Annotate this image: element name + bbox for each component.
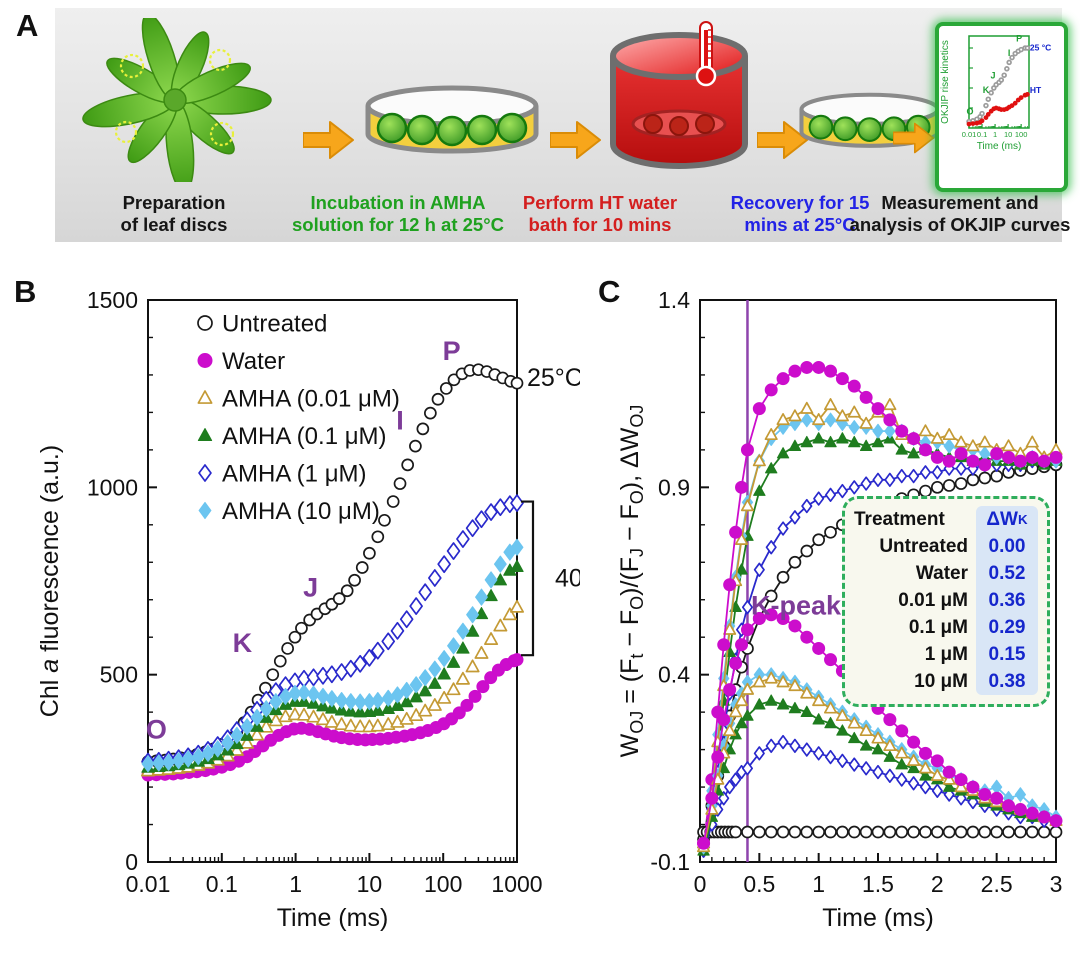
legend-label: AMHA (10 μM) [222,498,380,525]
okjip-inset-chart: 0.01 0.1 1 10 100 Time (ms) OKJIP rise kinetic… [935,22,1068,192]
table-row: 1 μM 0.15 [854,641,1038,668]
series-dWOJ-untreated [697,825,1063,839]
annotation-o: O [967,106,974,116]
panel-b-label: B [14,274,37,309]
caption-measurement: Measurement and analysis of OKJIP curves [849,192,1071,235]
svg-text:-0.1: -0.1 [650,849,690,875]
arrow-right-icon [757,121,808,159]
svg-text:10: 10 [357,871,383,897]
petri-dish-incubation-icon [365,85,539,154]
caption-preparation: Preparation of leaf discs [120,192,228,235]
svg-text:0.01: 0.01 [962,130,977,139]
svg-text:1.5: 1.5 [862,871,894,897]
axes: 0.01 0.1 1 10 100 [962,47,1028,139]
annotation-i: I [1008,48,1011,58]
svg-text:0.4: 0.4 [658,662,690,688]
svg-text:1000: 1000 [491,871,542,897]
caption-recovery: Recovery for 15 mins at 25°C [730,192,870,235]
annotation-40-c: 40°C [555,565,580,593]
panel-c-label: C [598,274,621,309]
panel-a-workflow: A [0,0,1080,256]
series-WOJ-water [697,360,1063,850]
table-row: 0.01 μM 0.36 [854,587,1038,614]
annotation-k-peak: K-peak [751,591,842,621]
table-row: Untreated 0.00 [854,533,1038,560]
arrow-right-icon [550,121,601,159]
legend: Untreated Water AMHA (0.01 μM) AMHA (0.1 μM… [197,310,400,525]
series-25-c [966,45,1031,125]
svg-text:3: 3 [1050,871,1063,897]
annotation-p: P [443,336,461,366]
svg-text:1: 1 [993,130,997,139]
annotation-o: O [146,714,167,744]
annotation-p: P [1016,34,1022,44]
legend-label: Untreated [222,310,327,337]
caption-incubation: Incubation in AMHA solution for 12 h at 2… [292,192,504,235]
water-bath-icon [610,21,748,169]
x-axis-label: Time (ms) [822,904,934,932]
panel-a-label: A [16,8,39,43]
svg-text:1000: 1000 [87,474,138,500]
table-row: 0.1 μM 0.29 [854,614,1038,641]
okjip-inset-plot: 0.01 0.1 1 10 100 Time (ms) OKJIP rise kinetic… [940,34,1051,152]
axes: 0.01 0.1 1 10 100 1000 0 500 1000 1500 [87,287,543,897]
svg-text:0.5: 0.5 [743,871,775,897]
svg-text:1.4: 1.4 [658,287,690,313]
svg-text:2.5: 2.5 [981,871,1013,897]
svg-text:1500: 1500 [87,287,138,313]
legend-label: Water [222,348,285,375]
svg-text:0: 0 [125,849,138,875]
table-row: Water 0.52 [854,560,1038,587]
delta-wk-table: Treatment ΔW K Untreated 0.00 Water 0.52 0.… [842,496,1050,707]
legend-label: AMHA (0.01 μM) [222,385,400,412]
table-header-treatment: Treatment [854,508,945,530]
svg-text:1: 1 [812,871,825,897]
panel-b-ojip-chart: B 0.01 0.1 1 10 100 1000 0 500 1000 1500 Time (ms)… [0,260,611,974]
temperature-bracket [521,500,535,657]
table-row: 10 μM 0.38 [854,668,1038,695]
woj-kinetics-plot: 0 0.5 1 1.5 2 2.5 3 -0.1 0.4 0.9 1.4 Time (ms) WOJ =… [616,287,1063,932]
annotation-25-c: 25°C [527,364,580,392]
panel-c-woj-chart: C 0 0.5 1 1.5 2 2.5 3 -0.1 0.4 0.9 1.4 Time (ms) WOJ… [580,260,1080,974]
arrow-right-icon [303,121,354,159]
svg-text:0.9: 0.9 [658,474,690,500]
series-dWOJ-amha-0-01-m [697,671,1063,853]
svg-text:0: 0 [694,871,707,897]
svg-text:100: 100 [424,871,462,897]
legend-label: AMHA (0.1 μM) [222,423,387,450]
svg-text:1: 1 [289,871,302,897]
thermometer-icon [695,21,717,87]
svg-text:10: 10 [1004,130,1012,139]
svg-text:500: 500 [100,662,138,688]
legend-label: AMHA (1 μM) [222,460,367,487]
y-axis-label: Chl a fluorescence (a.u.) [36,445,64,717]
svg-text:0.1: 0.1 [206,871,238,897]
table-header-row: Treatment ΔW K [854,506,1038,533]
svg-text:100: 100 [1015,130,1028,139]
y-axis-label: OKJIP rise kinetics [940,40,951,124]
x-axis-label: Time (ms) [977,141,1022,152]
annotation-j: J [991,70,996,80]
svg-text:2: 2 [931,871,944,897]
annotation-j: J [303,573,318,603]
annotation-ht: HT [1030,85,1042,95]
panel-a-band: 0.01 0.1 1 10 100 Time (ms) OKJIP rise kinetic… [55,8,1070,242]
annotation-i: I [396,405,404,435]
annotation-25-c: 25 °C [1030,42,1051,52]
caption-ht-bath: Perform HT water bath for 10 mins [522,192,678,235]
axes: 0 0.5 1 1.5 2 2.5 3 -0.1 0.4 0.9 1.4 [650,287,1062,897]
series-ht [966,92,1030,127]
y-axis-label: WOJ = (Ft − FO)/(FJ − FO), ΔWOJ [616,405,647,758]
svg-text:0.1: 0.1 [977,130,987,139]
annotation-k: K [983,85,990,95]
arrow-right-icon [893,122,935,154]
x-axis-label: Time (ms) [277,904,389,932]
chl-fluorescence-plot: 0.01 0.1 1 10 100 1000 0 500 1000 1500 Time (ms) Ch… [36,287,611,932]
plant-rosette-icon [82,18,272,182]
annotation-k: K [233,628,253,658]
svg-text:0.01: 0.01 [126,871,171,897]
series-amha-10-m [141,538,524,773]
table-header-delta-wk: ΔW K [976,506,1038,533]
